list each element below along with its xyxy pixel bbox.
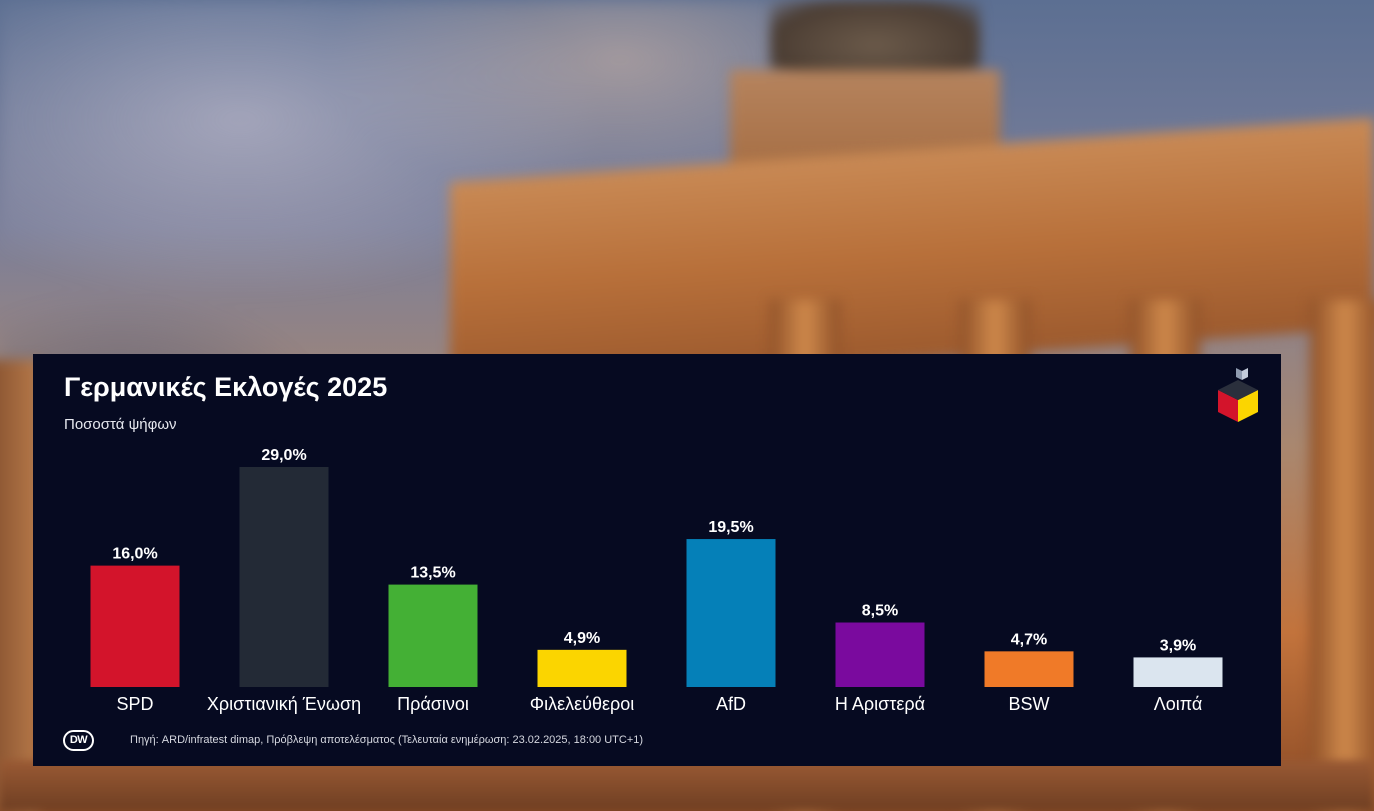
dw-logo: DW <box>63 730 94 751</box>
bar <box>537 649 627 687</box>
bar <box>686 539 776 687</box>
bar-value-label: 13,5% <box>410 565 455 582</box>
category-label: AfD <box>716 694 746 714</box>
bar <box>239 467 329 687</box>
bar <box>984 651 1074 687</box>
bar-value-label: 19,5% <box>708 519 753 536</box>
category-label: Χριστιανική Ένωση <box>207 694 361 714</box>
category-label: BSW <box>1008 694 1049 714</box>
bar <box>388 584 478 687</box>
category-label: Πράσινοι <box>397 694 469 714</box>
ballot-box-icon <box>1218 368 1258 422</box>
bar-value-label: 16,0% <box>112 546 157 563</box>
category-label: Φιλελεύθεροι <box>530 694 635 714</box>
source-note: Πηγή: ARD/infratest dimap, Πρόβλεψη αποτ… <box>130 734 644 746</box>
background-gate-column <box>1310 300 1374 811</box>
category-label: SPD <box>116 694 153 714</box>
chart-title: Γερμανικές Εκλογές 2025 <box>64 372 388 402</box>
bar <box>90 565 180 687</box>
bar <box>835 622 925 687</box>
bar-value-label: 8,5% <box>862 603 898 620</box>
election-results-panel: Γερμανικές Εκλογές 2025 Ποσοστά ψήφων 16… <box>33 354 1281 766</box>
chart-subtitle: Ποσοστά ψήφων <box>64 416 177 433</box>
bar-chart: 16,0% SPD 29,0% Χριστιανική Ένωση 13,5% Πράσι… <box>90 447 1223 714</box>
bar-value-label: 4,7% <box>1011 631 1047 648</box>
category-label: Η Αριστερά <box>835 694 925 714</box>
bar <box>1133 657 1223 687</box>
bar-value-label: 29,0% <box>261 447 306 464</box>
bar-value-label: 4,9% <box>564 630 600 647</box>
background-ground <box>0 760 1374 811</box>
bar-value-label: 3,9% <box>1160 637 1196 654</box>
category-label: Λοιπά <box>1154 694 1203 714</box>
